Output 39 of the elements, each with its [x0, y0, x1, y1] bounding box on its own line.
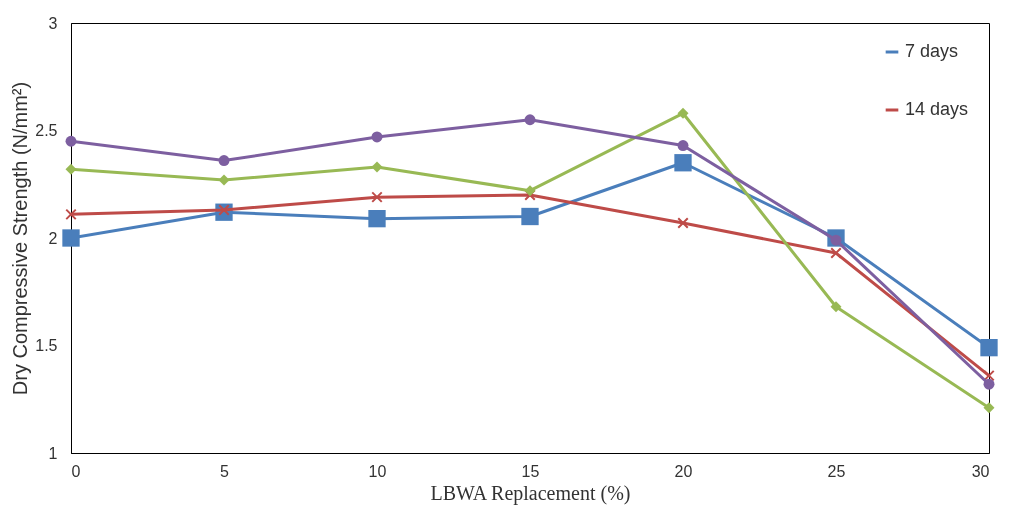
legend-label: 14 days — [905, 99, 969, 119]
legend-label: 7 days — [905, 41, 959, 61]
point — [65, 208, 77, 221]
point — [371, 161, 383, 173]
point — [371, 191, 383, 203]
x-tick-label: 25 — [827, 462, 846, 480]
x-tick-label: 30 — [971, 462, 990, 480]
y-tick-label: 3 — [48, 14, 58, 32]
y-tick-label: 2.5 — [35, 122, 58, 139]
point — [677, 107, 689, 119]
x-tick-label: 5 — [220, 462, 230, 480]
point — [830, 247, 842, 259]
point — [674, 154, 692, 172]
y-tick-label: 2 — [48, 229, 58, 247]
y-tick-label: 1.5 — [35, 337, 58, 354]
point — [524, 185, 536, 197]
point — [62, 229, 80, 247]
x-axis-title: LBWA Replacement (%) — [430, 481, 631, 505]
point — [65, 135, 77, 147]
point — [368, 209, 386, 228]
point — [524, 114, 536, 126]
y-axis-title: Dry Compressive Strength (N/mm²) — [9, 81, 32, 396]
point — [218, 174, 230, 186]
point — [677, 217, 689, 229]
point — [521, 207, 539, 226]
point — [677, 140, 689, 152]
point — [218, 155, 230, 167]
point — [830, 301, 842, 313]
point — [983, 369, 995, 382]
x-tick-label: 15 — [521, 462, 540, 480]
x-tick-label: 20 — [674, 462, 693, 480]
point — [983, 402, 995, 414]
x-tick-label: 10 — [368, 462, 387, 480]
point — [983, 378, 995, 390]
y-tick-label: 1 — [48, 444, 58, 462]
x-tick-label: 0 — [71, 462, 81, 480]
point — [980, 338, 998, 357]
point — [371, 131, 383, 143]
point — [65, 163, 77, 175]
